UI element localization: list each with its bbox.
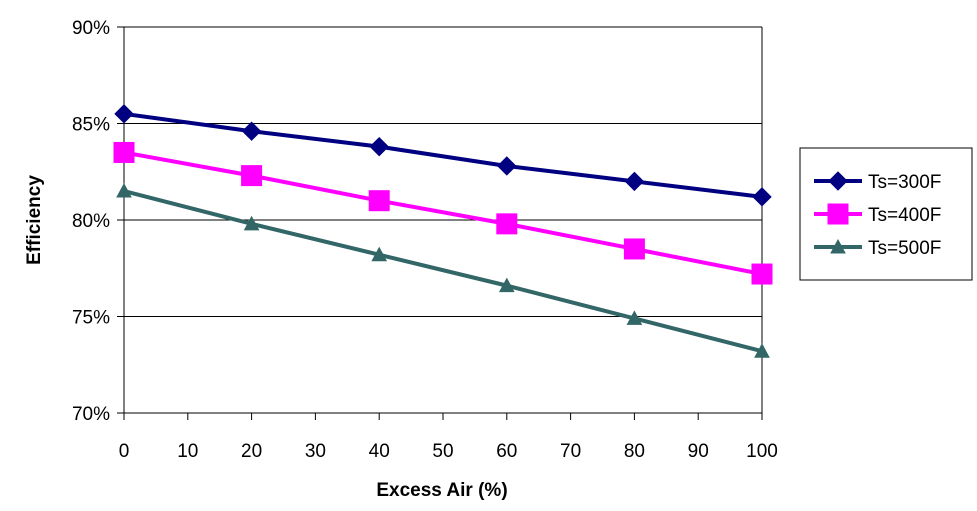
y-tick-label: 85% [72, 115, 110, 136]
data-point [243, 215, 260, 231]
legend-label: Ts=500F [868, 238, 941, 259]
legend-marker [827, 203, 849, 225]
data-point [496, 213, 518, 235]
legend-item: Ts=400F [814, 203, 941, 226]
series-line [123, 111, 763, 199]
x-tick-label: 60 [496, 441, 517, 462]
series-line [123, 189, 763, 354]
x-tick-label: 20 [241, 441, 262, 462]
data-point [498, 277, 515, 293]
data-point [624, 171, 645, 192]
series-Ts=500F [116, 182, 770, 358]
x-tick-label: 30 [305, 441, 326, 462]
legend-marker [830, 238, 846, 254]
x-tick-label: 0 [119, 441, 130, 462]
data-point [371, 246, 388, 262]
data-point [751, 263, 773, 285]
y-tick-label: 90% [72, 18, 110, 39]
x-tick-label: 10 [177, 441, 198, 462]
legend-label: Ts=300F [868, 172, 941, 193]
x-tick-label: 80 [624, 441, 645, 462]
series-Ts=400F [113, 141, 773, 285]
data-point [369, 136, 389, 157]
axes [117, 26, 763, 420]
legend-item: Ts=500F [814, 238, 941, 259]
legend-marker [828, 171, 848, 191]
data-point [626, 310, 643, 325]
data-point [241, 121, 262, 141]
series-line [123, 150, 763, 277]
y-axis-title: Efficiency [24, 175, 45, 265]
legend-label: Ts=400F [868, 205, 941, 226]
legend: Ts=300F Ts=400F Ts=500F [799, 147, 973, 281]
y-tick-labels: 70% 75% 80% 85% 90% [72, 18, 110, 425]
data-point [754, 343, 770, 358]
y-tick-label: 80% [72, 211, 110, 232]
series-lines [113, 104, 773, 358]
y-tick-label: 75% [72, 308, 110, 329]
y-tick-label: 70% [72, 404, 110, 425]
data-point [368, 190, 390, 212]
data-point [116, 182, 132, 198]
x-tick-label: 100 [746, 441, 778, 462]
data-point [497, 156, 517, 176]
x-tick-label: 70 [560, 441, 581, 462]
data-point [752, 187, 772, 207]
data-point [114, 104, 134, 124]
x-axis-title: Excess Air (%) [376, 480, 507, 501]
x-tick-label: 50 [432, 441, 453, 462]
data-point [113, 141, 135, 163]
data-point [623, 238, 645, 260]
x-tick-labels: 0 10 20 30 40 50 60 70 80 90 100 [119, 441, 778, 462]
x-tick-label: 40 [369, 441, 390, 462]
data-point [241, 165, 263, 187]
legend-item: Ts=300F [814, 171, 941, 193]
series-Ts=300F [114, 104, 772, 207]
x-tick-label: 90 [688, 441, 709, 462]
